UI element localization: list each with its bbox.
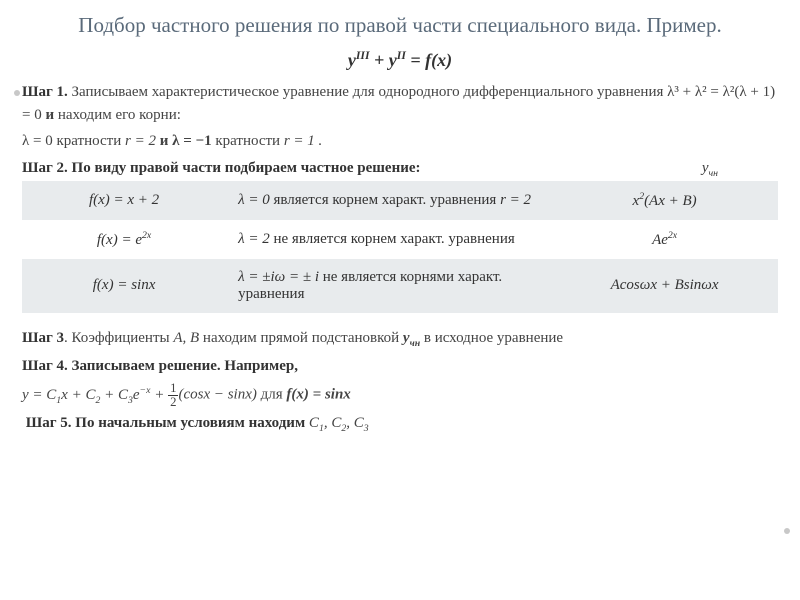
cell-sol1: x2(Ax + B) [551, 181, 778, 220]
step-4-d: f(x) = sinx [286, 387, 350, 403]
cell-mid3: λ = ±iω = ± i не является корнями характ… [226, 259, 551, 313]
slide-title: Подбор частного решения по правой части … [22, 12, 778, 39]
step-1-text-b: и [45, 107, 54, 123]
cell-f1: f(x) = x + 2 [22, 181, 226, 220]
step-2-row: Шаг 2. По виду правой части подбираем ча… [22, 159, 778, 179]
step-2-text: По виду правой части подбираем частное р… [68, 160, 421, 176]
step-4-c: для [261, 387, 287, 403]
step-5-a: По начальным условиям находим [72, 415, 309, 431]
main-equation: yIII + yII = f(x) [22, 49, 778, 71]
bullet-decor-1 [14, 90, 20, 96]
step-3-c: находим прямой подстановкой [199, 330, 403, 346]
frac-top: 1 [168, 382, 178, 396]
step-3: Шаг 3. Коэффициенты A, B находим прямой … [22, 327, 778, 352]
solutions-table: f(x) = x + 2 λ = 0 является корнем харак… [22, 181, 778, 313]
cell-f3: f(x) = sinx [22, 259, 226, 313]
table-row: f(x) = x + 2 λ = 0 является корнем харак… [22, 181, 778, 220]
step-3-d: yчн [403, 330, 420, 346]
cell-mid2: λ = 2 не является корнем характ. уравнен… [226, 220, 551, 259]
roots-a: λ = 0 кратности [22, 133, 125, 149]
step-4-label: Шаг 4. [22, 358, 68, 374]
cell-sol2: Ae2x [551, 220, 778, 259]
table-row: f(x) = e2x λ = 2 не является корнем хара… [22, 220, 778, 259]
table-row: f(x) = sinx λ = ±iω = ± i не является ко… [22, 259, 778, 313]
step-1-text-c: находим его корни: [54, 107, 181, 123]
bullet-decor-2 [784, 528, 790, 534]
ychn-symbol: yчн [702, 160, 718, 179]
step-3-b: A, B [173, 330, 199, 346]
roots-b: r = 2 [125, 133, 156, 149]
roots-e: r = 1 . [284, 133, 322, 149]
step-4-text: Записываем решение. Например, [68, 358, 298, 374]
step-3-e: в исходное уравнение [420, 330, 563, 346]
step-3-label: Шаг 3 [22, 330, 64, 346]
roots-c: и λ = −1 [156, 133, 215, 149]
step-1: Шаг 1. Записываем характеристическое ура… [22, 81, 778, 126]
step-4-solution: y = C1x + C2 + C3e−x + 12(cosx − sinx) д… [22, 382, 778, 409]
roots-d: кратности [215, 133, 284, 149]
frac-bot: 2 [168, 396, 178, 409]
step-2-label: Шаг 2. [22, 160, 68, 176]
cell-f2: f(x) = e2x [22, 220, 226, 259]
step-4: Шаг 4. Записываем решение. Например, [22, 355, 778, 378]
step-1-label: Шаг 1. [22, 84, 68, 100]
step-1-roots: λ = 0 кратности r = 2 и λ = −1 кратности… [22, 130, 778, 153]
slide-container: Подбор частного решения по правой части … [0, 0, 800, 600]
cell-sol3: Acosωx + Bsinωx [551, 259, 778, 313]
step-5-label: Шаг 5. [26, 415, 72, 431]
step-5-b: C1, C2, C3 [309, 415, 369, 431]
cell-mid1: λ = 0 является корнем характ. уравнения … [226, 181, 551, 220]
step-5: Шаг 5. По начальным условиям находим C1,… [22, 412, 778, 437]
step-4-b: (cosx − sinx) [178, 387, 260, 403]
step-3-a: . Коэффициенты [64, 330, 173, 346]
